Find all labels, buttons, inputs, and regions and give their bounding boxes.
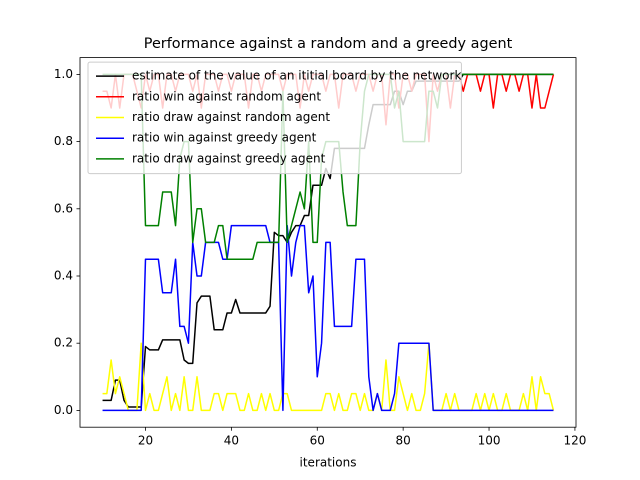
y-tick-label: 0.0 [54, 403, 73, 417]
x-tick-label: 20 [138, 434, 153, 448]
series-line [102, 224, 554, 412]
legend-label: ratio win against greedy agent [132, 131, 317, 145]
y-tick-label: 0.2 [54, 336, 73, 350]
legend-label: estimate of the value of an ititial boar… [132, 69, 461, 83]
y-tick-label: 1.0 [54, 67, 73, 81]
legend-label: ratio draw against random agent [132, 110, 330, 124]
y-tick-label: 0.6 [54, 201, 73, 215]
x-axis-label: iterations [300, 456, 357, 470]
legend-box [87, 61, 462, 175]
legend-label: ratio draw against greedy agent [132, 151, 326, 165]
x-tick-label: 60 [310, 434, 325, 448]
y-tick-label: 0.4 [54, 269, 73, 283]
x-tick-label: 100 [478, 434, 501, 448]
chart-title: Performance against a random and a greed… [144, 36, 513, 52]
x-tick-label: 120 [563, 434, 586, 448]
x-tick-label: 40 [224, 434, 239, 448]
axes-frame [79, 57, 577, 428]
y-tick-label: 0.8 [54, 134, 73, 148]
legend: estimate of the value of an ititial boar… [87, 61, 462, 175]
series-line [102, 342, 555, 412]
legend-label: ratio win against random agent [132, 89, 321, 103]
x-tick-label: 80 [396, 434, 411, 448]
